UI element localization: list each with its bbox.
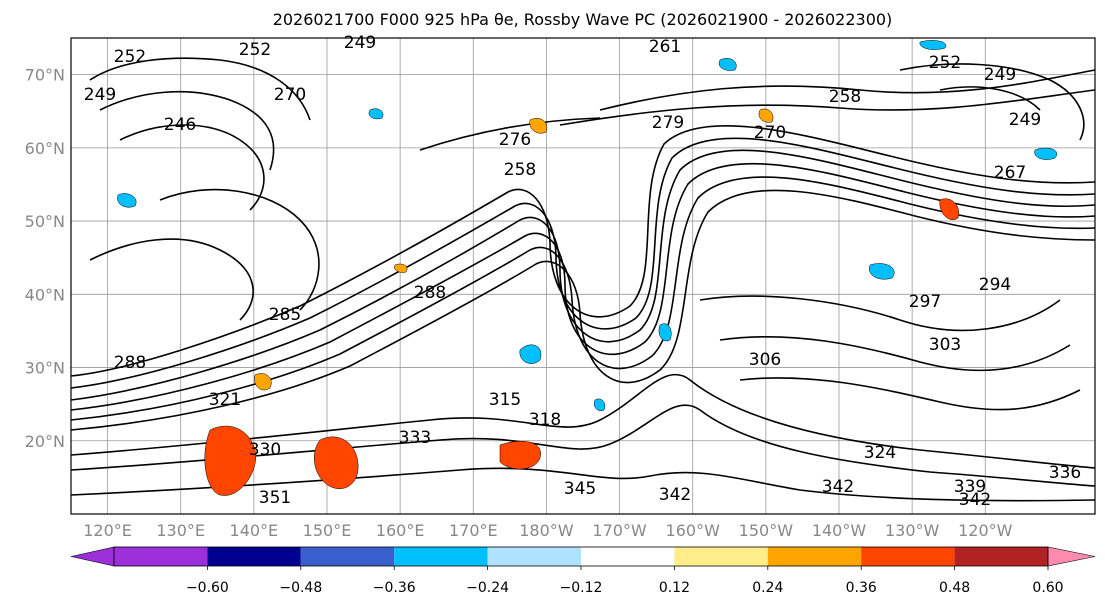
contour-label: 339 xyxy=(954,477,986,497)
colorbar-bin xyxy=(207,547,301,566)
colorbar-tick-label: 0.48 xyxy=(939,580,970,596)
lon-label: 120°E xyxy=(83,521,132,540)
contour-label: 345 xyxy=(564,479,596,499)
contour-label: 252 xyxy=(239,40,271,60)
lon-label: 140°W xyxy=(812,521,867,540)
colorbar-bin xyxy=(954,547,1048,566)
contour-label: 285 xyxy=(269,305,301,325)
map-title: 2026021700 F000 925 hPa θe, Rossby Wave … xyxy=(272,10,893,29)
colorbar-over-extend xyxy=(1047,546,1096,567)
contour-label: 336 xyxy=(1049,463,1081,483)
colorbar-bin xyxy=(114,547,208,566)
contour-label: 342 xyxy=(959,490,991,510)
contour-label: 270 xyxy=(274,85,306,105)
lat-label: 40°N xyxy=(25,285,65,304)
contour-label: 249 xyxy=(344,33,376,53)
contour-label: 324 xyxy=(864,443,896,463)
theta-e-contours xyxy=(70,57,1096,502)
lat-label: 20°N xyxy=(25,432,65,451)
contour-label: 294 xyxy=(979,275,1011,295)
colorbar-tick-label: 0.36 xyxy=(846,580,877,596)
contour-label: 249 xyxy=(984,65,1016,85)
contour-label: 267 xyxy=(994,163,1026,183)
contour-label: 252 xyxy=(114,47,146,67)
contour-label: 306 xyxy=(749,350,781,370)
contour-label: 258 xyxy=(504,160,536,180)
colorbar-tick-label: 0.12 xyxy=(659,580,690,596)
lon-label: 160°W xyxy=(666,521,721,540)
colorbar-bin xyxy=(767,547,862,566)
graticule xyxy=(71,38,1095,514)
contour-label: 288 xyxy=(114,353,146,373)
longitude-labels: 120°E 130°E 140°E 150°E 160°E 170°E 180°W 170°W… xyxy=(83,521,1012,540)
colorbar: −0.60 −0.48 −0.36 −0.24 −0.12 0.12 0.24 0.36 0.4… xyxy=(70,546,1096,596)
colorbar-tick-label: −0.48 xyxy=(279,580,322,596)
colorbar-tick-label: −0.36 xyxy=(373,580,416,596)
lon-label: 150°W xyxy=(739,521,794,540)
map-frame xyxy=(70,37,1096,515)
lon-label: 140°E xyxy=(230,521,279,540)
lon-label: 130°E xyxy=(156,521,205,540)
colorbar-bin xyxy=(581,547,675,566)
lon-label: 180°W xyxy=(519,521,574,540)
lat-label: 70°N xyxy=(25,66,65,85)
colorbar-tick-label: −0.60 xyxy=(186,580,229,596)
lon-label: 120°W xyxy=(958,521,1013,540)
lon-label: 150°E xyxy=(303,521,352,540)
contour-label: 279 xyxy=(652,113,684,133)
contour-label: 288 xyxy=(414,283,446,303)
contour-label: 249 xyxy=(84,85,116,105)
contour-label: 321 xyxy=(209,390,241,410)
lat-label: 50°N xyxy=(25,212,65,231)
colorbar-bin xyxy=(674,547,768,566)
contour-label: 351 xyxy=(259,488,291,508)
lat-label: 60°N xyxy=(25,139,65,158)
contour-label: 333 xyxy=(399,428,431,448)
anomaly-patches xyxy=(117,40,1057,496)
contour-labels: 252 249 252 261 252 249 249 246 258 267 279 270 258 2… xyxy=(84,33,1081,510)
lon-label: 130°W xyxy=(885,521,940,540)
contour-label: 276 xyxy=(499,130,531,150)
colorbar-bin xyxy=(394,547,488,566)
contour-label: 318 xyxy=(529,410,561,430)
contour-label: 261 xyxy=(649,37,681,57)
contour-label: 270 xyxy=(754,123,786,143)
colorbar-under-extend xyxy=(70,546,115,567)
lon-label: 160°E xyxy=(376,521,425,540)
contour-label: 297 xyxy=(909,292,941,312)
colorbar-tick-label: −0.24 xyxy=(466,580,509,596)
contour-label: 315 xyxy=(489,390,521,410)
lat-label: 30°N xyxy=(25,359,65,378)
lon-label: 170°W xyxy=(592,521,647,540)
colorbar-bin xyxy=(861,547,955,566)
colorbar-tick-label: −0.12 xyxy=(560,580,603,596)
contour-label: 342 xyxy=(822,477,854,497)
contour-label: 249 xyxy=(1009,110,1041,130)
lon-label: 170°E xyxy=(449,521,498,540)
colorbar-tick-label: 0.60 xyxy=(1032,580,1063,596)
contour-label: 342 xyxy=(659,485,691,505)
colorbar-bin xyxy=(300,547,395,566)
colorbar-bin xyxy=(487,547,581,566)
latitude-labels: 70°N 60°N 50°N 40°N 30°N 20°N xyxy=(25,66,65,451)
contour-label: 252 xyxy=(929,53,961,73)
contour-label: 246 xyxy=(164,115,196,135)
colorbar-tick-label: 0.24 xyxy=(752,580,783,596)
contour-label: 330 xyxy=(249,440,281,460)
contour-label: 258 xyxy=(829,87,861,107)
contour-label: 303 xyxy=(929,335,961,355)
